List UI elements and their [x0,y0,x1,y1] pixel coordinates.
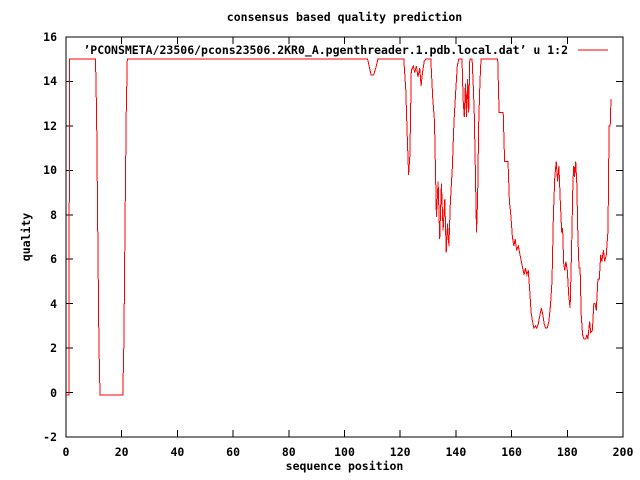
y-tick-label: 6 [50,252,57,267]
plot-border [65,36,624,438]
x-tick-label: 140 [445,445,467,459]
y-tick-label: 14 [43,74,57,89]
quality-curve [66,58,612,396]
y-tick-label: 16 [43,30,57,44]
y-tick-label: -2 [43,430,57,444]
x-tick-label: 60 [226,445,241,459]
x-tick-label: 20 [114,445,129,459]
y-tick-label: 8 [50,207,57,222]
y-tick-label: 0 [50,385,57,400]
y-tick-label: 2 [50,341,57,356]
x-tick-label: 200 [612,445,634,459]
x-tick-label: 100 [334,445,355,459]
x-tick-label: 80 [281,445,296,459]
x-tick-label: 180 [556,445,578,459]
chart-title: consensus based quality prediction [226,10,463,24]
y-tick-label: 4 [50,296,57,311]
x-tick-label: 40 [170,445,185,459]
x-axis-title: sequence position [285,459,404,473]
y-tick-label: 12 [43,118,57,133]
x-tick-label: 120 [389,445,411,459]
legend-label: ’PCONSMETA/23506/pcons23506.2KR0_A.pgent… [83,43,568,57]
x-tick-label: 160 [501,445,522,459]
x-tick-label: 0 [62,445,70,459]
y-tick-label: 10 [43,163,57,178]
